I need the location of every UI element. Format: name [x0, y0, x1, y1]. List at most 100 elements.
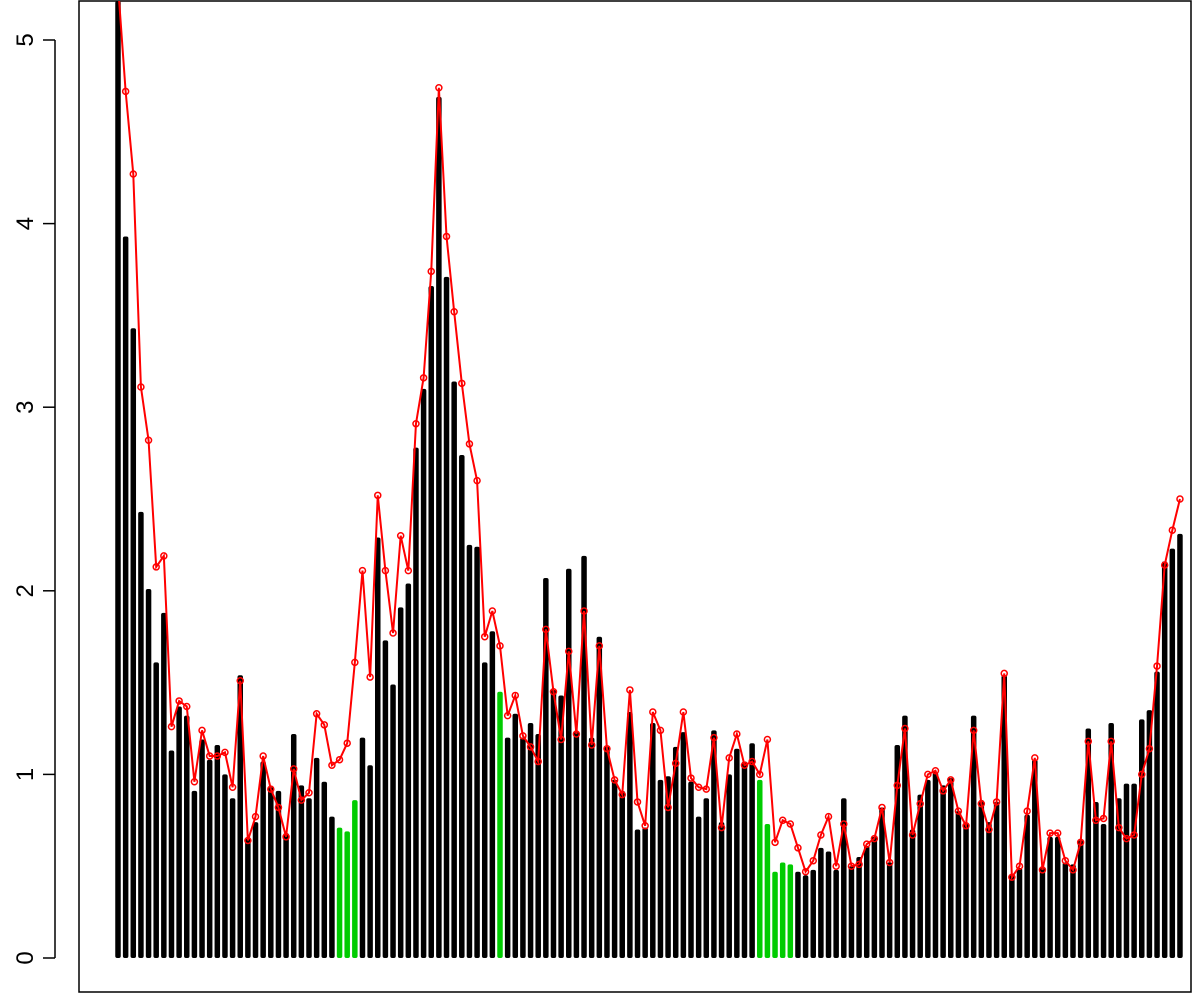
bar-highlighted: [757, 779, 763, 958]
bar: [642, 827, 648, 958]
line-point: [1053, 829, 1062, 837]
line-point: [297, 796, 306, 804]
bar: [657, 779, 664, 958]
line-point: [1069, 866, 1077, 874]
bar: [527, 722, 534, 958]
bar: [726, 774, 732, 958]
line-point: [1145, 744, 1154, 753]
line-point: [1092, 816, 1100, 825]
bar: [634, 829, 641, 958]
bar: [581, 555, 587, 958]
line-point: [137, 383, 145, 391]
line-point: [404, 566, 413, 575]
line-point: [328, 761, 336, 769]
bar: [856, 857, 862, 958]
line-point: [519, 732, 527, 740]
bar: [718, 822, 725, 958]
line-point: [160, 552, 168, 560]
line-point: [358, 566, 367, 575]
bar: [688, 781, 694, 958]
line-point: [1115, 823, 1123, 832]
bar: [886, 862, 893, 958]
bar: [543, 577, 549, 958]
bar-highlighted: [787, 864, 794, 958]
y-tick-label: 4: [12, 217, 39, 230]
bar: [206, 759, 213, 958]
line-point: [702, 785, 711, 793]
bar: [925, 779, 931, 958]
bar: [130, 328, 137, 958]
line-point: [274, 803, 283, 812]
line-point: [954, 807, 963, 815]
bar: [168, 750, 175, 958]
line-point: [190, 777, 199, 786]
line-point: [442, 232, 451, 241]
bar: [260, 761, 266, 958]
bar: [550, 689, 557, 958]
bar: [520, 737, 526, 958]
line-point: [465, 440, 474, 448]
y-tick-label: 1: [12, 768, 39, 781]
bar: [978, 800, 985, 958]
bar-highlighted: [344, 831, 350, 958]
line-point: [1122, 834, 1131, 843]
line-point: [167, 722, 176, 731]
line-point: [671, 759, 680, 768]
line-point: [824, 812, 833, 821]
line-point: [183, 702, 191, 711]
line-point: [717, 823, 726, 832]
line-point: [1099, 814, 1108, 823]
line-point: [763, 735, 772, 744]
bar: [665, 776, 671, 958]
bar: [1047, 836, 1053, 958]
line-point: [985, 825, 993, 834]
bar: [535, 734, 541, 958]
bars: [115, 1, 1183, 959]
bar: [909, 829, 916, 958]
bar: [245, 838, 251, 958]
line-point: [855, 860, 863, 869]
line-point: [549, 688, 558, 696]
bar: [436, 96, 442, 959]
bar: [902, 715, 908, 958]
bar: [940, 785, 946, 958]
bar: [604, 746, 610, 958]
bar: [734, 748, 740, 958]
line-point: [587, 741, 596, 749]
series-points: [121, 83, 1184, 881]
line-point: [756, 770, 764, 779]
bar: [818, 847, 824, 958]
bar: [229, 798, 236, 958]
bar: [955, 811, 962, 958]
bar-highlighted: [764, 823, 771, 958]
line-point: [1160, 561, 1169, 569]
line-point: [809, 856, 817, 865]
bar: [611, 779, 618, 958]
bar: [1062, 862, 1069, 958]
line-point: [649, 708, 657, 716]
line-point: [1138, 770, 1146, 779]
bar: [1085, 728, 1092, 958]
line-point: [427, 267, 435, 276]
bar: [741, 761, 748, 958]
bar: [268, 787, 274, 958]
line-point: [267, 785, 275, 793]
bar: [879, 807, 885, 958]
line-point: [992, 798, 1001, 806]
y-tick-label: 2: [12, 584, 39, 597]
bar: [1161, 561, 1168, 958]
bar: [810, 869, 816, 958]
bar: [443, 276, 450, 959]
bar: [199, 739, 205, 958]
bar: [161, 612, 167, 958]
line-point: [603, 744, 611, 753]
line-point: [450, 307, 458, 316]
line-point: [488, 607, 497, 615]
line-point: [1061, 856, 1070, 865]
bar: [420, 388, 427, 959]
bar: [1016, 868, 1023, 958]
bar: [619, 790, 625, 958]
bar: [1001, 675, 1007, 958]
line-point: [1107, 737, 1115, 746]
